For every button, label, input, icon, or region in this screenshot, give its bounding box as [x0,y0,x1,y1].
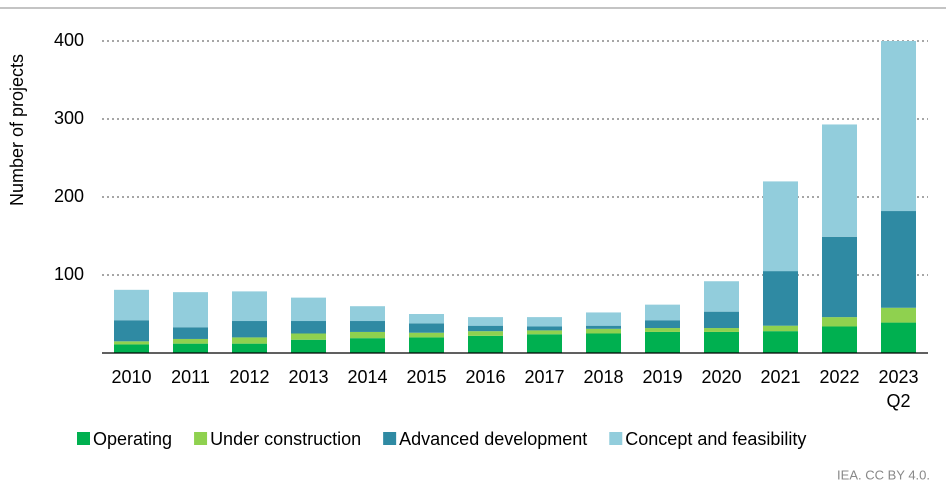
bar-segment [763,325,798,332]
x-tick-label: 2015 [406,367,446,387]
legend-label: Advanced development [399,429,587,449]
bar-segment [763,271,798,326]
x-tick-label: 2016 [465,367,505,387]
bar-segment [881,307,916,323]
bar-segment [173,343,208,353]
bar-segment [114,341,149,345]
legend-swatch [609,432,623,445]
x-tick-label: 2020 [701,367,741,387]
bar-segment [881,211,916,308]
bar-segment [704,311,739,329]
bar-segment [114,344,149,353]
bar-segment [881,41,916,212]
bar-segment [350,331,385,339]
legend-label: Operating [93,429,172,449]
bar-segment [822,236,857,318]
x-tick-label: 2021 [760,367,800,387]
bar-segment [468,335,503,353]
y-tick-label: 100 [54,264,84,284]
bar-segment [704,331,739,353]
bar-segment [645,320,680,329]
bar-segment [527,334,562,353]
x-tick-label: 2023 Q2 [878,367,918,411]
bar-segment [822,326,857,353]
source: IEA. CC BY 4.0. [837,467,930,482]
bar-segment [704,328,739,332]
bar-segment [527,330,562,335]
bar-segment [409,323,444,333]
bar-segment [881,322,916,353]
bar-segment [586,328,621,334]
bar-segment [291,333,326,340]
bar-segment [291,297,326,322]
bar-segment [645,304,680,321]
bar-segment [291,321,326,334]
bar-segment [409,332,444,338]
legend-swatch [383,432,397,445]
bar-segment [645,331,680,353]
bar-segment [822,124,857,237]
y-tick-label: 400 [54,30,84,50]
bar-segment [409,314,444,324]
bar-segment [468,317,503,326]
legend-swatch [77,432,90,445]
bar-segment [232,343,267,353]
x-tick-label: 2014 [347,367,387,387]
y-axis-title: Number of projects [7,54,27,206]
x-tick-label: 2019 [642,367,682,387]
x-tick-label: 2022 [819,367,859,387]
bar-segment [173,292,208,328]
legend-label: Under construction [210,429,361,449]
y-tick-label: 300 [54,108,84,128]
bar-segment [350,321,385,332]
x-tick-label: 2012 [229,367,269,387]
bar-segment [586,333,621,353]
bar-segment [468,325,503,332]
bar-segment [114,320,149,342]
bar-segment [173,327,208,339]
bar-segment [645,328,680,332]
bar-segment [822,317,857,327]
legend-label: Concept and feasibility [625,429,806,449]
x-tick-label: 2010 [111,367,151,387]
bar-segment [350,306,385,322]
bar-segment [763,331,798,353]
bar-segment [114,289,149,321]
bar-segment [527,317,562,327]
bar-segment [586,325,621,329]
bar-segment [763,181,798,272]
legend-swatch [194,432,208,445]
bar-segment [527,326,562,331]
bar-segment [468,331,503,336]
x-tick-label: 2018 [583,367,623,387]
bar-segment [704,281,739,312]
bar-segment [291,339,326,353]
bar-segment [232,291,267,322]
bar-segment [350,338,385,353]
bar-segment [232,337,267,344]
bar-segment [409,337,444,353]
x-tick-label: 2017 [524,367,564,387]
bar-segment [232,321,267,338]
bar-segment [173,338,208,344]
bar-segment [586,312,621,326]
x-tick-label: 2011 [171,367,210,387]
x-tick-label: 2013 [288,367,328,387]
y-tick-label: 200 [54,186,84,206]
